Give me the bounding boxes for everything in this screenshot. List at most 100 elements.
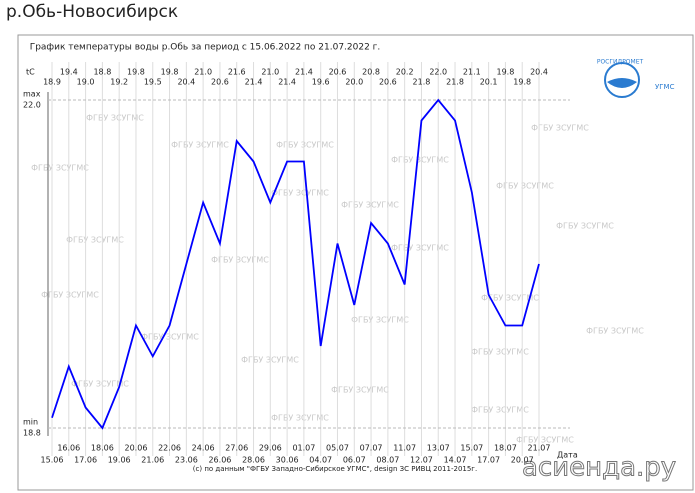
watermark: ФГБУ ЗСУГМС: [331, 386, 389, 395]
value-label: 21.4: [278, 78, 296, 87]
watermark: ФГБУ ЗСУГМС: [86, 114, 144, 123]
watermark: ФГБУ ЗСУГМС: [351, 316, 409, 325]
watermark: ФГБУ ЗСУГМС: [211, 256, 269, 265]
x-tick-label: 28.06: [242, 456, 265, 465]
x-tick-label: 07.07: [360, 444, 383, 453]
value-label: 22.0: [429, 68, 447, 77]
value-label: 20.4: [530, 68, 548, 77]
x-tick-label: 24.06: [192, 444, 215, 453]
watermark: ФГБУ ЗСУГМС: [271, 414, 329, 423]
page-title: р.Обь-Новосибирск: [6, 2, 179, 22]
x-tick-label: 12.07: [410, 456, 433, 465]
x-tick-label: 17.07: [477, 456, 500, 465]
x-tick-label: 11.07: [393, 444, 416, 453]
value-label: 21.4: [245, 78, 263, 87]
frame: [17, 34, 694, 491]
value-label: 19.5: [144, 78, 162, 87]
value-label: 18.8: [93, 68, 111, 77]
watermark: ФГБУ ЗСУГМС: [471, 406, 529, 415]
watermark: ФГБУ ЗСУГМС: [71, 380, 129, 389]
watermark: ФГБУ ЗСУГМС: [496, 182, 554, 191]
watermark: ФГБУ ЗСУГМС: [341, 201, 399, 210]
value-label: 19.4: [60, 68, 78, 77]
watermark: ФГБУ ЗСУГМС: [171, 141, 229, 150]
min-label: min: [23, 418, 38, 427]
watermark: ФГБУ ЗСУГМС: [66, 236, 124, 245]
watermark: ФГБУ ЗСУГМС: [391, 244, 449, 253]
x-tick-label: 23.06: [175, 456, 198, 465]
y-tick-label: 22.0: [23, 101, 41, 110]
logo-bottom: УГМС: [655, 83, 675, 91]
value-label: 20.1: [480, 78, 498, 87]
x-tick-label: 30.06: [276, 456, 299, 465]
value-label: 20.6: [379, 78, 397, 87]
x-tick-label: 17.06: [74, 456, 97, 465]
x-tick-label: 01.07: [292, 444, 315, 453]
value-label: 20.6: [211, 78, 229, 87]
watermark: ФГБУ ЗСУГМС: [391, 156, 449, 165]
value-label: 21.0: [194, 68, 212, 77]
watermark: ФГБУ ЗСУГМС: [556, 222, 614, 231]
x-tick-label: 18.06: [91, 444, 114, 453]
x-label: Дата: [557, 451, 578, 460]
watermark: ФГБУ ЗСУГМС: [586, 327, 644, 336]
value-label: 20.0: [345, 78, 363, 87]
x-tick-label: 14.07: [444, 456, 467, 465]
x-tick-label: 05.07: [326, 444, 349, 453]
x-tick-label: 13.07: [427, 444, 450, 453]
logo-top: РОСГИДРОМЕТ: [597, 59, 644, 66]
value-label: 19.8: [161, 68, 179, 77]
x-tick-label: 16.06: [57, 444, 80, 453]
value-label: 21.0: [261, 68, 279, 77]
value-label: 20.4: [177, 78, 195, 87]
watermark: ФГБУ ЗСУГМС: [276, 141, 334, 150]
x-tick-label: 20.06: [125, 444, 148, 453]
footer: (с) по данным "ФГБУ Западно-Сибирское УГ…: [193, 465, 477, 473]
value-label: 18.9: [43, 78, 61, 87]
x-tick-label: 19.06: [108, 456, 131, 465]
logo-wave: [607, 78, 637, 88]
watermark: ФГБУ ЗСУГМС: [141, 333, 199, 342]
value-label: 21.8: [446, 78, 464, 87]
temperature-line: [51, 98, 540, 430]
watermark: ФГБУ ЗСУГМС: [271, 189, 329, 198]
watermark: ФГБУ ЗСУГМС: [481, 294, 539, 303]
value-label: 21.6: [228, 68, 246, 77]
value-label: 21.1: [463, 68, 481, 77]
value-label: 19.2: [110, 78, 128, 87]
x-tick-label: 22.06: [158, 444, 181, 453]
x-tick-label: 06.07: [343, 456, 366, 465]
x-tick-label: 08.07: [376, 456, 399, 465]
x-tick-label: 26.06: [208, 456, 231, 465]
value-label: 21.8: [413, 78, 431, 87]
x-tick-label: 18.07: [494, 444, 517, 453]
value-label: 20.8: [362, 68, 380, 77]
value-label: 19.8: [127, 68, 145, 77]
watermark: ФГБУ ЗСУГМС: [531, 124, 589, 133]
y-unit: tC: [26, 68, 35, 77]
x-tick-label: 15.07: [460, 444, 483, 453]
x-tick-label: 21.06: [141, 456, 164, 465]
x-tick-label: 15.06: [41, 456, 64, 465]
max-label: max: [23, 90, 41, 99]
value-label: 20.2: [396, 68, 414, 77]
watermark: ФГБУ ЗСУГМС: [31, 164, 89, 173]
x-tick-label: 21.07: [528, 444, 551, 453]
watermark: ФГБУ ЗСУГМС: [471, 348, 529, 357]
watermark: ФГБУ ЗСУГМС: [516, 436, 574, 445]
value-label: 19.8: [497, 68, 515, 77]
site-mark: асиенда.ру: [522, 453, 676, 483]
x-tick-label: 27.06: [225, 444, 248, 453]
value-label: 19.8: [513, 78, 531, 87]
value-label: 21.4: [295, 68, 313, 77]
value-label: 19.6: [312, 78, 330, 87]
y-tick-label: 18.8: [23, 429, 41, 438]
watermark: ФГБУ ЗСУГМС: [41, 291, 99, 300]
value-label: 20.6: [329, 68, 347, 77]
x-tick-label: 04.07: [309, 456, 332, 465]
value-label: 19.0: [77, 78, 95, 87]
x-tick-label: 29.06: [259, 444, 282, 453]
x-tick-label: 20.07: [511, 456, 534, 465]
